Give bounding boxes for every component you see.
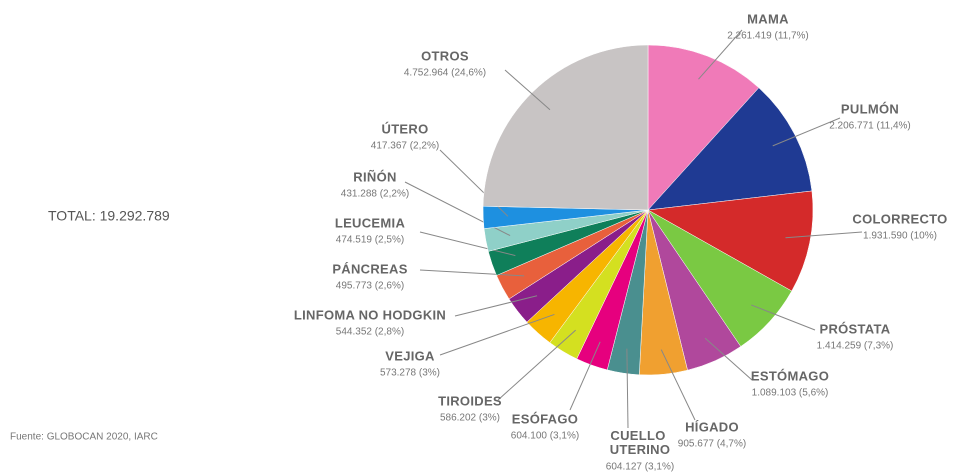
source: Fuente: GLOBOCAN 2020, IARC (10, 432, 158, 443)
slice-value: 417.367 (2,2%) (371, 141, 439, 152)
slice-value: 2.206.771 (11,4%) (829, 121, 911, 132)
slice-label: PULMÓN (841, 101, 899, 116)
slice-label: OTROS (421, 48, 469, 63)
slice-value: 604.100 (3,1%) (511, 431, 579, 442)
slice-label: TIROIDES (438, 393, 502, 408)
slice-value: 1.414.259 (7,3%) (817, 341, 894, 352)
leader-line (439, 313, 555, 356)
slice-label: COLORRECTO (852, 211, 947, 226)
slice-value: 4.752.964 (24,6%) (404, 68, 486, 79)
pie-slice (647, 44, 760, 211)
slice-label: HÍGADO (685, 419, 739, 434)
pie-slice (647, 87, 813, 211)
slice-label: PÁNCREAS (332, 261, 407, 276)
leader-line (626, 348, 629, 429)
slice-value: 604.127 (3,1%) (606, 462, 674, 472)
leader-line (660, 349, 696, 421)
slice-label: ESÓFAGO (512, 411, 578, 426)
slice-label: RIÑÓN (353, 169, 396, 184)
slice-label: MAMA (747, 11, 789, 26)
leader-line (704, 337, 753, 381)
slice-value: 905.677 (4,7%) (678, 439, 746, 450)
slice-label: VEJIGA (385, 348, 435, 363)
leader-line (419, 269, 525, 277)
slice-value: 1.089.103 (5,6%) (752, 388, 829, 399)
slice-value: 2.261.419 (11,7%) (727, 31, 809, 42)
slice-label: ÚTERO (382, 121, 429, 136)
leader-line (419, 231, 516, 257)
slice-value: 573.278 (3%) (380, 368, 440, 379)
slice-label: CUELLO UTERINO (610, 428, 671, 457)
slice-value: 1.931.590 (10%) (863, 231, 937, 242)
leader-line (785, 231, 863, 239)
leader-line (772, 117, 841, 147)
leader-line (504, 69, 551, 111)
slice-label: LEUCEMIA (335, 215, 406, 230)
slice-value: 586.202 (3%) (440, 413, 500, 424)
slice-value: 495.773 (2,6%) (336, 281, 404, 292)
pie-slice (482, 44, 649, 211)
slice-value: 544.352 (2,8%) (336, 327, 404, 338)
slice-label: ESTÓMAGO (751, 368, 829, 383)
leader-line (497, 329, 577, 401)
leader-line (698, 29, 743, 80)
slice-label: PRÓSTATA (819, 321, 890, 336)
slice-value: 431.288 (2,2%) (341, 189, 409, 200)
total: TOTAL: 19.292.789 (48, 208, 170, 224)
slice-value: 474.519 (2,5%) (336, 235, 404, 246)
leader-line (751, 304, 816, 331)
pie-slice (647, 190, 814, 292)
leader-line (569, 341, 601, 411)
leader-line (454, 295, 538, 317)
slice-label: LINFOMA NO HODGKIN (294, 307, 446, 322)
